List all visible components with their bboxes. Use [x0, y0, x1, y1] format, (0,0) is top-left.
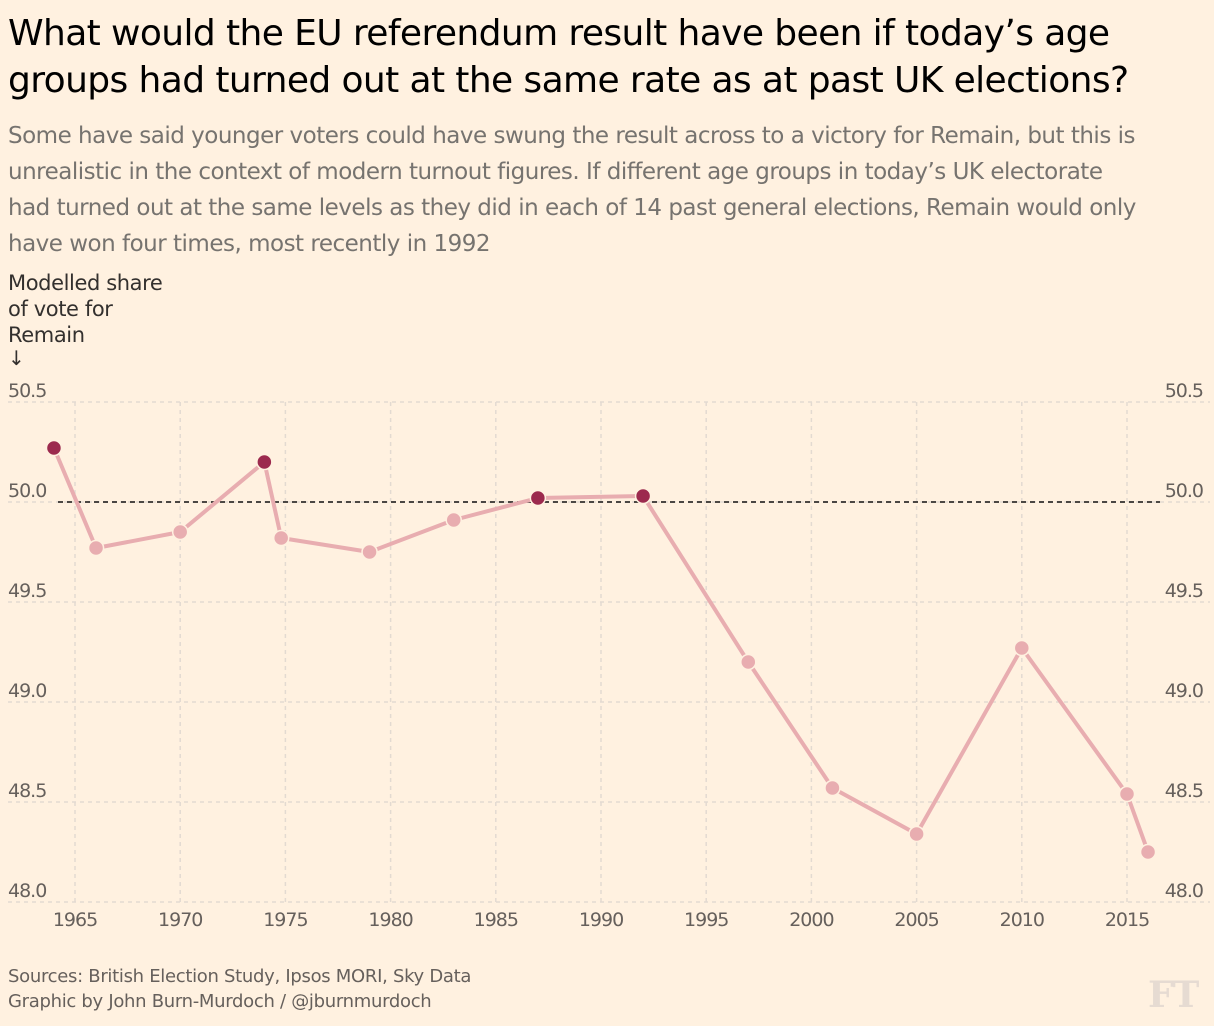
data-point: [361, 543, 378, 561]
grid-lines: [8, 401, 1210, 903]
x-tick-label: 1990: [579, 909, 623, 931]
down-arrow-icon: ↓: [8, 346, 25, 370]
x-tick-label: 1980: [368, 909, 412, 931]
series-segment: [914, 646, 1024, 836]
series-line: [51, 446, 1151, 854]
series-segment: [262, 460, 284, 540]
ft-logo: FT: [1148, 974, 1199, 1016]
data-point: [1013, 639, 1031, 657]
y-tick-label-right: 49.0: [1165, 680, 1203, 702]
y-tick-label-right: 50.5: [1165, 380, 1203, 402]
data-point-remain-win: [529, 489, 547, 507]
subtitle-line-4: have won four times, most recently in 19…: [8, 231, 491, 257]
series-segment: [367, 518, 456, 554]
data-point: [740, 653, 757, 671]
data-points: [45, 439, 1157, 861]
footer: Sources: British Election Study, Ipsos M…: [8, 964, 471, 1014]
x-tick-label: 1965: [53, 909, 97, 931]
subtitle-line-1: Some have said younger voters could have…: [8, 123, 1136, 149]
series-segment: [535, 494, 646, 500]
data-point: [1118, 785, 1136, 803]
series-segment: [641, 494, 751, 664]
x-tick-labels: 1965 1970 1975 1980 1985 1990 1995 2000 2005 2010…: [53, 909, 1150, 931]
data-point-remain-win: [256, 453, 273, 471]
data-point: [824, 779, 841, 797]
x-tick-label: 2010: [1000, 909, 1044, 931]
x-tick-label: 1975: [263, 909, 307, 931]
y-axis-label-line-3: Remain: [8, 323, 85, 347]
title-line-2: groups had turned out at the same rate a…: [8, 60, 1129, 101]
y-tick-label-right: 49.5: [1165, 580, 1203, 602]
series-segment: [51, 446, 99, 550]
x-tick-label: 2000: [789, 909, 833, 931]
subtitle-line-3: had turned out at the same levels as the…: [8, 195, 1136, 221]
y-tick-label-right: 50.0: [1165, 480, 1203, 502]
y-axis-label-line-1: Modelled share: [8, 271, 163, 295]
data-point: [87, 539, 105, 557]
y-tick-label-left: 48.0: [8, 880, 46, 902]
y-tick-label-left: 48.5: [8, 780, 46, 802]
chart-title: What would the EU referendum result have…: [8, 10, 1208, 104]
data-point: [171, 523, 189, 541]
series-segment: [1125, 792, 1151, 854]
credit-text: Graphic by John Burn-Murdoch / @jburnmur…: [8, 991, 432, 1012]
data-point: [1139, 843, 1157, 861]
y-tick-labels-left: 48.0 48.5 49.0 49.5 50.0 50.5: [8, 380, 47, 902]
x-tick-label: 1995: [684, 909, 728, 931]
series-segment: [279, 536, 372, 554]
data-point: [908, 825, 925, 843]
y-tick-label-left: 49.0: [8, 680, 46, 702]
y-axis-label-line-2: of vote for: [8, 297, 113, 321]
chart-subtitle: Some have said younger voters could have…: [8, 118, 1213, 262]
y-tick-label-left: 50.0: [8, 480, 46, 502]
series-segment: [830, 786, 919, 836]
x-tick-label: 2005: [894, 909, 938, 931]
data-point: [445, 511, 462, 529]
y-axis-label: Modelled share of vote for Remain: [8, 270, 208, 348]
x-tick-label: 2015: [1105, 909, 1149, 931]
data-point: [272, 529, 290, 547]
series-segment: [1019, 646, 1129, 796]
series-segment: [451, 496, 540, 522]
sources-text: Sources: British Election Study, Ipsos M…: [8, 966, 472, 987]
x-tick-label: 1970: [158, 909, 202, 931]
y-tick-label-right: 48.5: [1165, 780, 1203, 802]
y-tick-label-right: 48.0: [1165, 880, 1203, 902]
series-segment: [94, 530, 183, 550]
series-segment: [178, 460, 267, 534]
series-segment: [746, 660, 835, 790]
x-tick-label: 1985: [474, 909, 518, 931]
data-point-remain-win: [634, 487, 652, 505]
y-tick-label-left: 49.5: [8, 580, 46, 602]
title-line-1: What would the EU referendum result have…: [8, 13, 1110, 54]
y-tick-label-left: 50.5: [8, 380, 46, 402]
subtitle-line-2: unrealistic in the context of modern tur…: [8, 159, 1103, 185]
data-point-remain-win: [45, 439, 63, 457]
y-tick-labels-right: 48.0 48.5 49.0 49.5 50.0 50.5: [1165, 380, 1204, 902]
